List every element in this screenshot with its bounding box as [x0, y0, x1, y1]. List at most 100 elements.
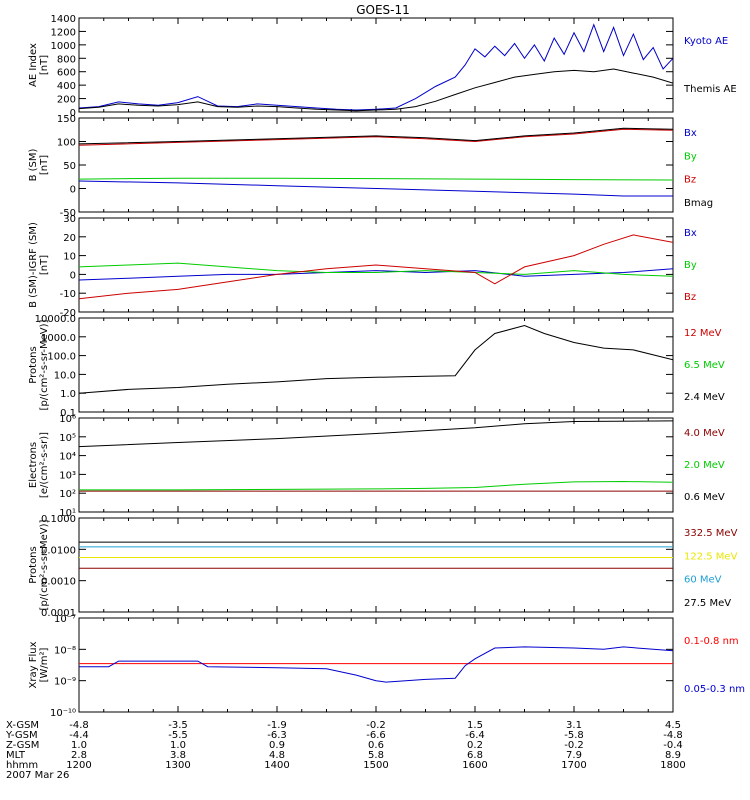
ephemeris-value: -3.5: [168, 720, 188, 731]
ephemeris-value: 0.6: [368, 740, 384, 751]
y-tick-label: 0: [70, 108, 76, 119]
y-tick-label: 600: [57, 68, 76, 79]
ephemeris-value: 1600: [462, 760, 487, 771]
ephemeris-value: 3.8: [170, 750, 186, 761]
y-tick-label: 0.1000: [41, 514, 76, 525]
ephemeris-value: -6.4: [465, 730, 485, 741]
legend-entry: 27.5 MeV: [684, 598, 731, 609]
legend-entry: Bx: [684, 128, 697, 139]
y-axis-label: Protons[p/(cm²-s-sr-MeV)]: [28, 519, 50, 610]
ephemeris-value: -0.4: [663, 740, 683, 751]
panel-2: -50 0 50 100 150 B (SM)[nT] Bx By Bz Bmag: [28, 114, 713, 219]
ephemeris-value: 1700: [561, 760, 586, 771]
ephemeris-value: 8.9: [665, 750, 681, 761]
ephemeris-value: -1.9: [267, 720, 287, 731]
legend-entry: 60 MeV: [684, 575, 722, 586]
y-axis-label-line: [W/m²]: [39, 647, 50, 682]
y-axis-label-line: [nT]: [39, 55, 50, 75]
y-tick-label: 10⁻⁸: [54, 645, 76, 656]
series-line-bx: [79, 268, 673, 281]
legend-entry: 6.5 MeV: [684, 360, 725, 371]
ephemeris-value: 4.8: [269, 750, 285, 761]
y-axis-label: Protons[p/(cm²-s-sr-MeV)]: [28, 319, 50, 410]
legend-entry: Bmag: [684, 198, 713, 209]
y-tick-label: 10⁵: [59, 433, 76, 444]
y-tick-label: -10: [60, 289, 76, 300]
plot-frame: [78, 517, 674, 613]
legend-entry: 0.1-0.8 nm: [684, 636, 739, 647]
y-tick-label: 10⁶: [59, 414, 76, 425]
legend-entry: Bz: [684, 292, 696, 303]
y-axis-label-line: Electrons: [28, 442, 39, 488]
y-axis-label: AE Index[nT]: [28, 43, 50, 87]
series-line-0-6-mev: [79, 420, 673, 448]
ephemeris-value: 0.2: [467, 740, 483, 751]
ephemeris-value: 6.8: [467, 750, 483, 761]
ephemeris-date: 2007 Mar 26: [6, 770, 69, 781]
y-axis-label-line: Xray Flux: [28, 641, 39, 688]
ephemeris-value: -4.4: [69, 730, 89, 741]
legend-entry: Bz: [684, 175, 696, 186]
y-tick-label: 30: [63, 214, 76, 225]
ephemeris-row-label: X-GSM: [6, 720, 39, 731]
y-tick-label: 10⁻⁹: [54, 677, 76, 688]
ephemeris-value: 4.5: [665, 720, 681, 731]
y-axis-label-line: Protons: [28, 346, 39, 383]
y-tick-label: 10¹: [59, 508, 76, 519]
ephemeris-value: 1.0: [170, 740, 186, 751]
y-axis-label: B (SM)-IGRF (SM)[nT]: [28, 222, 50, 308]
y-tick-label: 1000: [51, 41, 76, 52]
panel-4: 0.11.010.0100.01000.010000.0Protons[p/(c…: [28, 314, 725, 419]
y-tick-label: 1000.0: [41, 333, 76, 344]
y-tick-label: -20: [60, 308, 76, 319]
ephemeris-value: 2.8: [71, 750, 87, 761]
y-axis-label-line: [nT]: [39, 155, 50, 175]
y-tick-label: 0.1: [60, 408, 76, 419]
ephemeris-value: 5.8: [368, 750, 384, 761]
ephemeris-row-label: MLT: [6, 750, 26, 761]
ephemeris-value: 1.0: [71, 740, 87, 751]
ephemeris-value: -4.8: [69, 720, 89, 731]
ephemeris-value: 0.9: [269, 740, 285, 751]
y-tick-label: 10: [63, 252, 76, 263]
y-tick-label: 20: [63, 233, 76, 244]
legend-entry: 122.5 MeV: [684, 551, 738, 562]
y-tick-label: 10000.0: [35, 314, 76, 325]
ephemeris-value: 1400: [264, 760, 289, 771]
legend-entry: 0.6 MeV: [684, 492, 725, 503]
ephemeris-value: 1500: [363, 760, 388, 771]
series-line-by: [79, 177, 673, 181]
ephemeris-value: -5.8: [564, 730, 584, 741]
ephemeris-value: 1300: [165, 760, 190, 771]
series-line-by: [79, 262, 673, 277]
ephemeris-value: 1200: [66, 760, 91, 771]
ephemeris-value: -5.5: [168, 730, 188, 741]
plot-frame: [78, 617, 674, 713]
series-line-bx: [79, 180, 673, 197]
series-line-bz: [79, 234, 673, 300]
ephemeris-value: 1.5: [467, 720, 483, 731]
legend-entry: Kyoto AE: [684, 36, 728, 47]
y-axis-label-line: AE Index: [28, 43, 39, 87]
legend-entry: 0.05-0.3 nm: [684, 684, 745, 695]
y-tick-label: 200: [57, 95, 76, 106]
legend-entry: 2.0 MeV: [684, 460, 725, 471]
series-line-bmag: [79, 127, 673, 145]
legend-entry: Bx: [684, 228, 697, 239]
y-tick-label: 0.0010: [41, 577, 76, 588]
series-line-2-0-mev: [79, 480, 673, 491]
y-tick-label: -50: [60, 208, 76, 219]
ephemeris-value: -0.2: [564, 740, 584, 751]
ephemeris-value: -6.6: [366, 730, 386, 741]
y-tick-label: 800: [57, 54, 76, 65]
legend-entry: 4.0 MeV: [684, 428, 725, 439]
y-tick-label: 100.0: [47, 352, 76, 363]
ephemeris-row-label: Z-GSM: [6, 740, 39, 751]
ephemeris-value: -6.3: [267, 730, 287, 741]
ephemeris-value: 3.1: [566, 720, 582, 731]
ephemeris-row-label: hhmm: [6, 760, 38, 771]
panel-1: 0 200 400 600 800 1000 1200 1400 AE Index[nT] Kyo…: [28, 14, 737, 119]
y-tick-label: 10.0: [54, 370, 76, 381]
y-tick-label: 10⁻⁷: [54, 614, 76, 625]
y-axis-label: B (SM)[nT]: [28, 148, 50, 181]
